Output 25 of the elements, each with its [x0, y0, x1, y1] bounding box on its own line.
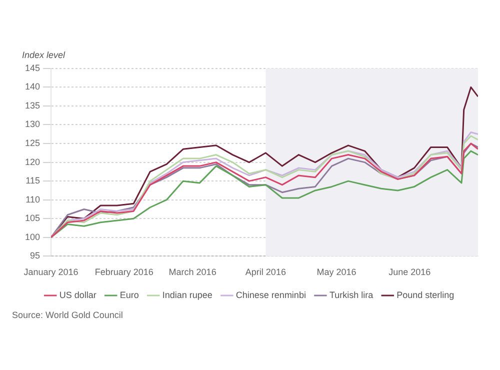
legend-label: Indian rupee [162, 290, 212, 300]
x-tick-label: February 2016 [94, 267, 154, 278]
y-tick-label: 140 [24, 82, 40, 92]
y-tick-label: 105 [24, 213, 40, 224]
legend-label: Euro [120, 290, 139, 300]
x-tick-label: June 2016 [388, 267, 431, 278]
legend-label: Pound sterling [396, 290, 454, 300]
y-tick-label: 120 [24, 156, 40, 167]
y-axis-title: Index level [22, 50, 66, 60]
y-tick-label: 130 [24, 119, 40, 130]
source-note: Source: World Gold Council [12, 310, 124, 320]
x-tick-label: May 2016 [316, 267, 356, 278]
legend-label: US dollar [59, 290, 96, 300]
y-tick-label: 135 [24, 100, 40, 110]
y-tick-label: 145 [24, 62, 40, 73]
y-tick-label: 125 [24, 138, 40, 148]
y-tick-label: 95 [30, 250, 40, 261]
x-tick-label: March 2016 [168, 267, 216, 278]
legend-label: Turkish lira [329, 290, 374, 300]
x-tick-label: April 2016 [245, 267, 286, 278]
legend-label: Chinese renminbi [236, 290, 306, 300]
y-tick-label: 100 [24, 232, 40, 242]
y-tick-label: 115 [26, 176, 40, 186]
y-tick-label: 110 [26, 194, 40, 204]
x-tick-label: January 2016 [24, 267, 78, 278]
